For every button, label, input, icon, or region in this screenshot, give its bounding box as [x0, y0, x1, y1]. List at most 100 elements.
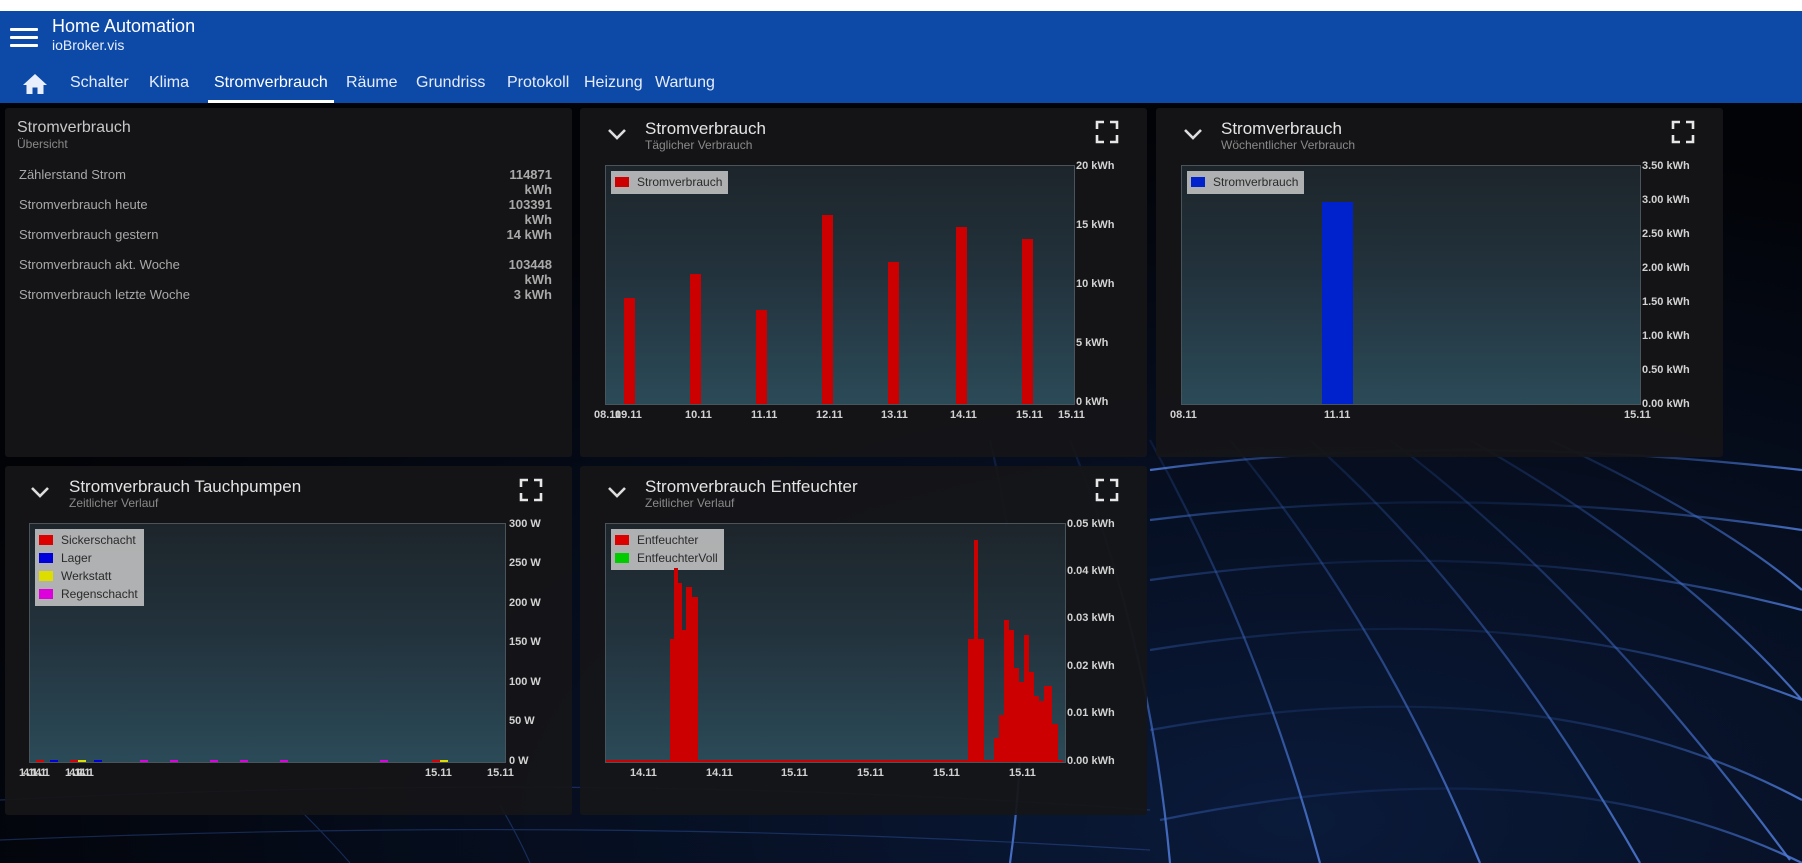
tab-schalter[interactable]: Schalter — [70, 74, 129, 91]
weekly-bar — [1322, 201, 1353, 404]
pumps-panel: Stromverbrauch Tauchpumpen Zeitlicher Ve… — [5, 466, 572, 815]
dehum-subtitle: Zeitlicher Verlauf — [645, 496, 735, 510]
y-tick: 20 kWh — [1076, 160, 1115, 172]
legend-item: Sickerschacht — [39, 531, 138, 549]
weekly-chart-plot: Stromverbrauch — [1181, 165, 1641, 405]
x-tick: 13.11 — [881, 409, 908, 421]
x-tick: 15.11 — [1009, 767, 1036, 779]
dehum-title: Stromverbrauch Entfeuchter — [645, 477, 858, 496]
x-tick: 11.11 — [1324, 409, 1351, 421]
tab-heizung[interactable]: Heizung — [584, 74, 643, 91]
summary-panel: Stromverbrauch Übersicht Zählerstand Str… — [5, 108, 572, 457]
dehum-baseline — [606, 760, 1063, 762]
home-icon[interactable] — [22, 72, 48, 96]
x-tick: 08.11 — [1170, 409, 1197, 421]
daily-bar — [756, 309, 767, 404]
pump-series-marker — [78, 760, 86, 762]
usage-week-label: Stromverbrauch akt. Woche — [19, 257, 180, 272]
chevron-down-icon[interactable] — [29, 485, 51, 499]
dehum-bar — [1014, 667, 1019, 762]
legend-item: EntfeuchterVoll — [615, 549, 718, 567]
y-tick: 3.00 kWh — [1642, 194, 1690, 206]
fullscreen-icon[interactable] — [1095, 478, 1119, 502]
legend-item: Stromverbrauch — [615, 173, 722, 191]
menu-icon[interactable] — [10, 26, 38, 50]
x-tick: 14.11 — [706, 767, 733, 779]
dehum-bar — [1039, 700, 1044, 762]
x-tick: 14.11 — [75, 767, 94, 779]
fullscreen-icon[interactable] — [519, 478, 543, 502]
y-tick: 0.00 kWh — [1067, 755, 1115, 767]
dehum-bar — [670, 639, 674, 762]
usage-today-value: 103391 kWh — [508, 197, 552, 227]
chevron-down-icon[interactable] — [606, 127, 628, 141]
y-tick: 0.03 kWh — [1067, 612, 1115, 624]
weekly-title: Stromverbrauch — [1221, 119, 1342, 138]
dehum-bar — [1052, 724, 1058, 762]
dehum-bar — [994, 738, 999, 762]
y-tick: 15 kWh — [1076, 219, 1115, 231]
daily-title: Stromverbrauch — [645, 119, 766, 138]
pump-series-marker — [36, 760, 44, 762]
pumps-legend: Sickerschacht Lager Werkstatt Regenschac… — [35, 529, 144, 606]
y-tick: 200 W — [509, 597, 541, 609]
daily-bar — [624, 297, 635, 404]
pumps-chart-plot: Sickerschacht Lager Werkstatt Regenschac… — [29, 523, 506, 763]
summary-subtitle: Übersicht — [17, 137, 68, 151]
chevron-down-icon[interactable] — [606, 485, 628, 499]
y-tick: 1.50 kWh — [1642, 296, 1690, 308]
pump-series-marker — [210, 760, 218, 762]
dehum-chart-plot: Entfeuchter EntfeuchterVoll — [605, 523, 1066, 763]
x-tick: 15.11 — [1624, 409, 1651, 421]
y-tick: 0.04 kWh — [1067, 565, 1115, 577]
y-tick: 0 kWh — [1076, 396, 1109, 408]
y-tick: 2.50 kWh — [1642, 228, 1690, 240]
x-tick: 08.11 — [594, 409, 621, 421]
summary-title: Stromverbrauch — [17, 119, 131, 136]
legend-item: Werkstatt — [39, 567, 138, 585]
y-tick: 300 W — [509, 518, 541, 530]
x-tick: 15.11 — [425, 767, 452, 779]
chevron-down-icon[interactable] — [1182, 127, 1204, 141]
dehum-bar — [686, 587, 692, 762]
x-tick: 10.11 — [685, 409, 712, 421]
legend-item: Stromverbrauch — [1191, 173, 1298, 191]
y-tick: 150 W — [509, 636, 541, 648]
usage-yesterday-value: 14 kWh — [506, 227, 552, 242]
pumps-title: Stromverbrauch Tauchpumpen — [69, 477, 302, 496]
weekly-subtitle: Wöchentlicher Verbrauch — [1221, 138, 1356, 152]
tab-protokoll[interactable]: Protokoll — [507, 74, 570, 91]
usage-last-week-label: Stromverbrauch letzte Woche — [19, 287, 190, 302]
dehum-panel: Stromverbrauch Entfeuchter Zeitlicher Ve… — [580, 466, 1147, 815]
x-tick: 15.11 — [933, 767, 960, 779]
usage-last-week-value: 3 kWh — [513, 287, 552, 302]
pump-series-marker — [280, 760, 288, 762]
weekly-panel: Stromverbrauch Wöchentlicher Verbrauch S… — [1156, 108, 1723, 457]
pump-series-marker — [380, 760, 388, 762]
daily-bar — [1022, 238, 1033, 404]
tab-raeume[interactable]: Räume — [346, 74, 398, 91]
dehum-bar — [1019, 681, 1024, 762]
daily-legend: Stromverbrauch — [611, 171, 729, 194]
pump-series-marker — [440, 760, 448, 762]
tab-klima[interactable]: Klima — [149, 74, 190, 91]
y-tick: 5 kWh — [1076, 337, 1109, 349]
y-tick: 1.00 kWh — [1642, 330, 1690, 342]
tab-stromverbrauch[interactable]: Stromverbrauch — [214, 74, 328, 91]
fullscreen-icon[interactable] — [1671, 120, 1695, 144]
dehum-bar — [1024, 634, 1029, 762]
pumps-subtitle: Zeitlicher Verlauf — [69, 496, 159, 510]
tab-grundriss[interactable]: Grundriss — [416, 74, 486, 91]
x-tick: 14.11 — [630, 767, 657, 779]
tab-wartung[interactable]: Wartung — [655, 74, 715, 91]
dehum-bar — [678, 582, 682, 762]
legend-item: Regenschacht — [39, 585, 138, 603]
y-tick: 0.05 kWh — [1067, 518, 1115, 530]
y-tick: 0 W — [509, 755, 529, 767]
dehum-bar — [1044, 686, 1052, 762]
fullscreen-icon[interactable] — [1095, 120, 1119, 144]
x-tick: 14.11 — [19, 767, 38, 779]
x-tick: 12.11 — [816, 409, 843, 421]
app-title: Home Automation — [52, 16, 196, 36]
weekly-legend: Stromverbrauch — [1187, 171, 1305, 194]
